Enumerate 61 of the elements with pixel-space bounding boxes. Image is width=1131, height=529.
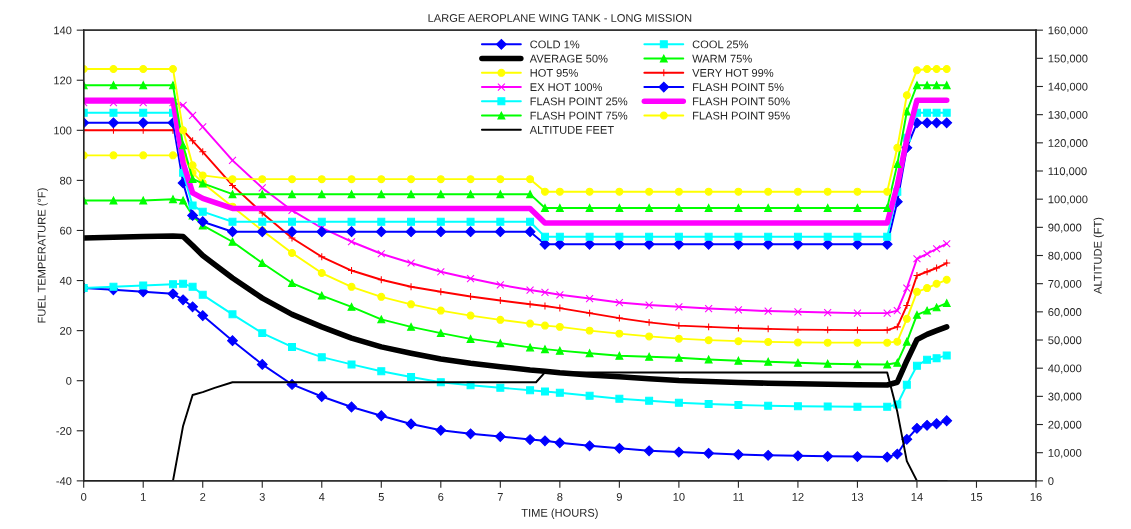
- y2-tick-label: 0: [1048, 477, 1054, 485]
- y2-tick-label: 50,000: [1048, 336, 1082, 346]
- x-tick-label: 10: [673, 492, 685, 501]
- y-tick-label: 20: [60, 326, 72, 335]
- chart-title: LARGE AEROPLANE WING TANK - LONG MISSION: [428, 14, 692, 22]
- x-tick-label: 9: [616, 492, 622, 501]
- legend-label: AVERAGE 50%: [529, 54, 608, 63]
- x-tick-label: 5: [378, 493, 384, 501]
- legend-label: FLASH POINT 75%: [530, 111, 628, 120]
- y2-tick-label: 100,000: [1048, 195, 1088, 205]
- y2-tick-label: 90,000: [1048, 223, 1082, 233]
- legend-label: FLASH POINT 25%: [530, 97, 628, 106]
- y2-tick-label: 40,000: [1048, 364, 1082, 374]
- y-tick-label: 80: [60, 176, 72, 185]
- y-tick-label: 60: [60, 226, 72, 235]
- y2-tick-label: 20,000: [1048, 420, 1082, 430]
- y-tick-label: 0: [66, 376, 72, 385]
- x-tick-label: 12: [792, 492, 804, 501]
- legend-label: ALTITUDE FEET: [529, 126, 614, 134]
- y-tick-label: -20: [56, 427, 72, 435]
- x-tick-label: 0: [81, 492, 87, 501]
- y-tick-label: 140: [54, 26, 72, 35]
- y2-tick-label: 140,000: [1048, 82, 1088, 92]
- x-tick-label: 13: [852, 492, 864, 501]
- x-tick-label: 6: [438, 492, 444, 501]
- x-tick-label: 2: [200, 492, 206, 501]
- y2-tick-label: 160,000: [1048, 26, 1088, 36]
- legend-label: FLASH POINT 95%: [693, 111, 790, 120]
- y2-tick-label: 110,000: [1048, 167, 1087, 177]
- y2-tick-label: 70,000: [1048, 279, 1082, 290]
- legend-label: FLASH POINT 5%: [693, 83, 784, 92]
- x-tick-label: 16: [1030, 492, 1042, 501]
- y2-tick-label: 130,000: [1048, 110, 1088, 121]
- y-tick-label: 120: [54, 76, 72, 85]
- y2-tick-label: 80,000: [1048, 251, 1082, 261]
- y2-tick-label: 150,000: [1048, 54, 1088, 64]
- x-tick-label: 7: [497, 493, 503, 501]
- y-axis-title: FUEL TEMPERATURE (°F): [37, 188, 48, 323]
- legend-label: COOL 25%: [692, 40, 749, 49]
- legend-label: VERY HOT 99%: [692, 68, 774, 77]
- legend-label: EX HOT 100%: [530, 83, 602, 92]
- x-tick-label: 15: [971, 493, 983, 501]
- x-tick-label: 1: [140, 493, 146, 501]
- y2-axis-title: ALTITUDE (FT): [1093, 217, 1104, 294]
- y2-tick-label: 10,000: [1048, 448, 1082, 459]
- y2-tick-label: 60,000: [1048, 308, 1082, 318]
- legend-label: HOT 95%: [530, 68, 578, 77]
- x-tick-label: 8: [557, 492, 563, 501]
- y-tick-label: -40: [56, 477, 72, 485]
- y2-tick-label: 120,000: [1048, 139, 1088, 149]
- x-tick-label: 11: [733, 493, 744, 501]
- y2-tick-label: 30,000: [1048, 392, 1082, 402]
- x-tick-label: 4: [318, 493, 325, 501]
- x-tick-label: 14: [911, 493, 923, 501]
- legend-label: FLASH POINT 50%: [693, 97, 790, 106]
- legend-label: WARM 75%: [692, 54, 752, 63]
- y-tick-label: 100: [54, 126, 72, 135]
- y-tick-label: 40: [59, 276, 72, 285]
- legend-label: COLD 1%: [530, 40, 580, 49]
- x-tick-label: 3: [259, 492, 265, 501]
- x-axis-title: TIME (HOURS): [521, 508, 598, 519]
